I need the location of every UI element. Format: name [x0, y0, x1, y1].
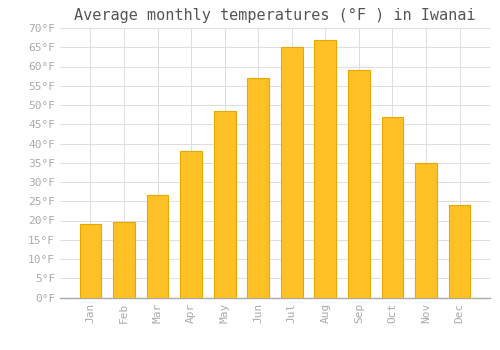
Bar — [314, 40, 336, 298]
Bar — [146, 195, 169, 298]
Bar — [113, 223, 135, 298]
Bar — [281, 47, 302, 298]
Bar — [80, 224, 102, 298]
Bar — [382, 117, 404, 298]
Bar — [448, 205, 470, 298]
Bar — [180, 151, 202, 298]
Bar — [214, 111, 236, 298]
Bar — [348, 70, 370, 298]
Bar — [415, 163, 437, 298]
Title: Average monthly temperatures (°F ) in Iwanai: Average monthly temperatures (°F ) in Iw… — [74, 8, 476, 23]
Bar — [248, 78, 269, 298]
